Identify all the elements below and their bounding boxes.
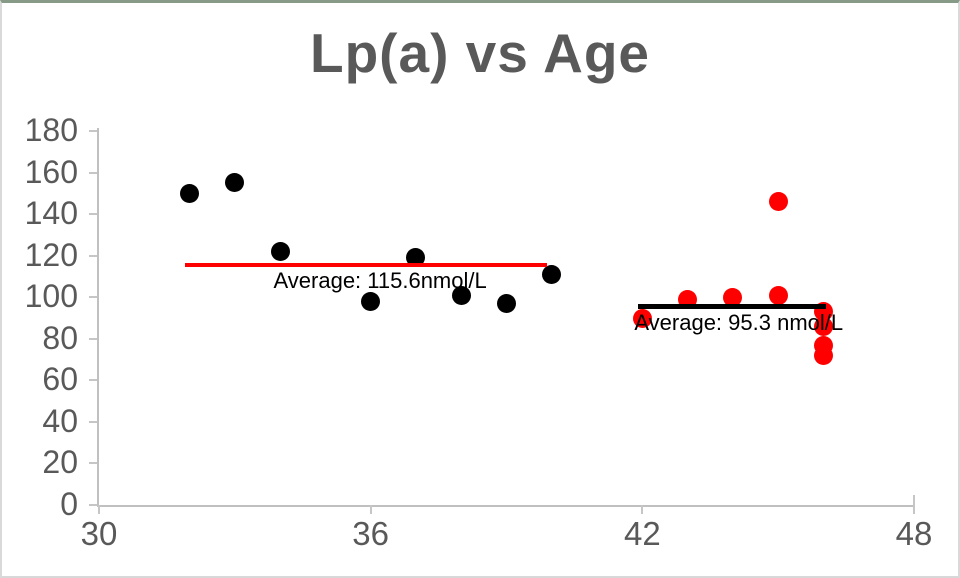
- x-axis-tick-label: 30: [80, 515, 118, 552]
- data-point-black-group: [270, 242, 290, 261]
- average-line-1: [185, 262, 548, 267]
- y-axis-tick-label: 0: [60, 485, 78, 522]
- data-point-black-group: [497, 293, 516, 313]
- x-axis-tick-label: 48: [895, 515, 933, 552]
- y-axis-tick: [89, 379, 97, 382]
- chart-canvas: Lp(a) vs Age 0 20 40 60 80 100 120 140 160 180 30 3…: [2, 3, 958, 576]
- y-axis-tick-label: 40: [42, 402, 78, 439]
- y-axis-tick: [89, 462, 97, 465]
- y-axis-tick-label: 20: [42, 444, 78, 481]
- y-axis-tick: [89, 213, 97, 216]
- average-label-2: Average: 95.3 nmol/L: [634, 310, 844, 336]
- x-axis-line: [97, 505, 914, 507]
- x-axis-tick: [98, 505, 100, 514]
- y-axis-tick: [89, 171, 97, 174]
- x-axis-tick: [369, 505, 372, 514]
- y-axis-tick-label: 100: [24, 277, 78, 314]
- y-axis-tick-label: 120: [24, 236, 78, 273]
- y-axis-tick: [89, 296, 97, 299]
- data-point-red-group: [723, 287, 743, 307]
- data-point-red-group: [813, 345, 833, 365]
- x-axis-tick: [641, 505, 644, 514]
- data-point-red-group: [768, 192, 788, 212]
- y-axis-tick-label: 140: [24, 194, 78, 231]
- y-axis-line: [97, 128, 99, 507]
- data-point-black-group: [225, 173, 245, 193]
- average-line-2: [637, 304, 826, 310]
- x-axis-tick: [913, 505, 915, 514]
- data-point-black-group: [180, 183, 200, 203]
- y-axis-tick: [89, 420, 97, 423]
- y-axis-tick-label: 60: [42, 361, 78, 398]
- y-axis-tick-label: 80: [42, 319, 78, 356]
- data-point-black-group: [361, 291, 381, 311]
- data-point-red-group: [813, 316, 833, 336]
- data-point-red-group: [632, 308, 652, 328]
- y-axis-tick-label: 160: [24, 153, 78, 190]
- average-label-1: Average: 115.6nmol/L: [273, 267, 487, 293]
- y-axis-tick: [89, 504, 97, 506]
- x-axis-tick-label: 42: [623, 515, 661, 552]
- y-axis-tick: [89, 254, 97, 257]
- x-axis-end-cap: [913, 495, 915, 505]
- x-axis-tick-label: 36: [352, 515, 390, 552]
- data-point-red-group: [678, 289, 698, 309]
- data-point-black-group: [406, 248, 426, 268]
- chart-title: Lp(a) vs Age: [309, 22, 650, 84]
- data-point-red-group: [768, 285, 788, 305]
- y-axis-tick: [89, 130, 97, 132]
- y-axis-tick-label: 180: [24, 111, 78, 148]
- data-point-black-group: [542, 264, 562, 284]
- data-point-black-group: [451, 285, 471, 305]
- y-axis-tick: [89, 337, 97, 340]
